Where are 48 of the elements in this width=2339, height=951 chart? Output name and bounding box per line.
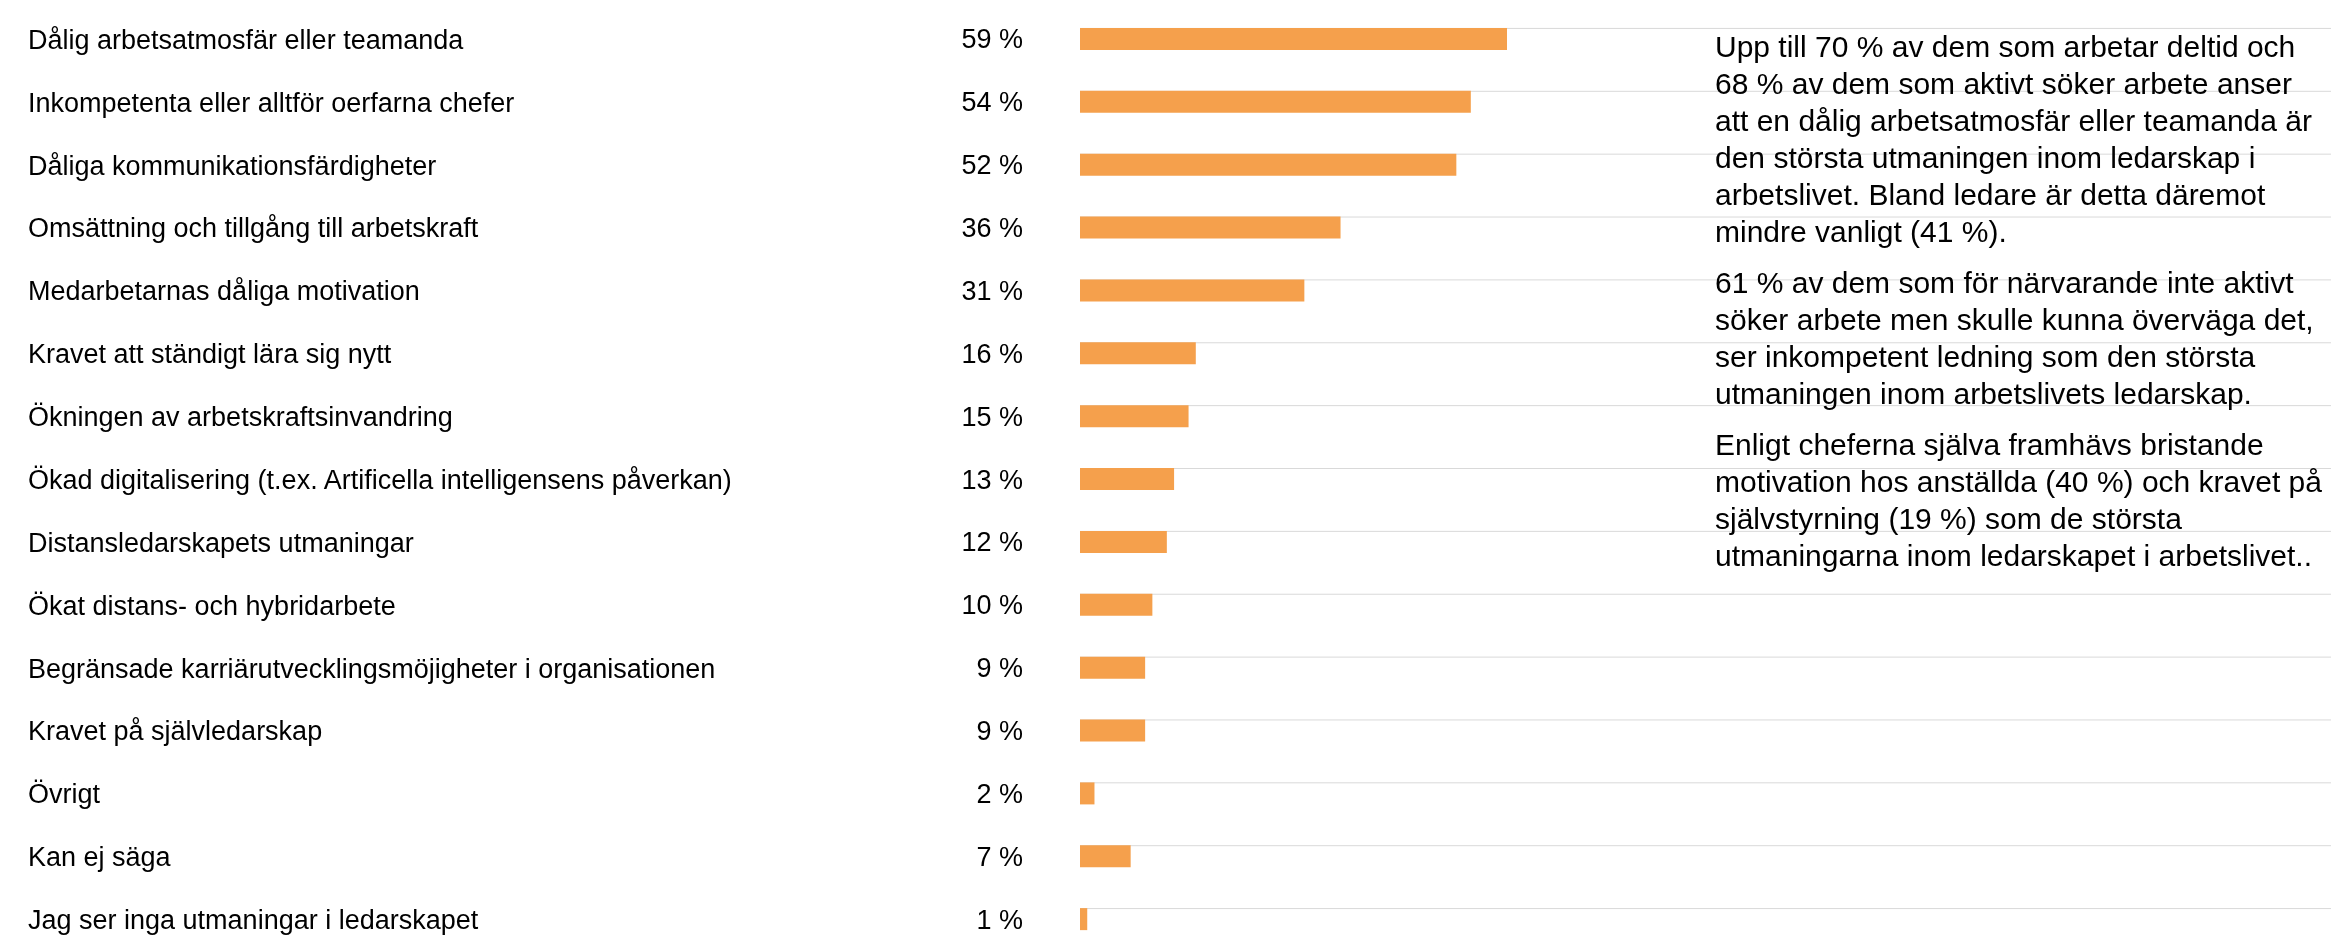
- data-label: 36 %: [961, 213, 1023, 244]
- y-tick-label: Kravet på självledarskap: [28, 716, 323, 747]
- y-tick-label: Begränsade karriärutvecklingsmöjigheter i organisationen: [28, 653, 716, 684]
- y-tick-label: Distansledarskapets utmaningar: [28, 527, 414, 558]
- bar: [1080, 845, 1131, 868]
- bar: [1080, 656, 1146, 679]
- text: Upp till 70 % av dem som arbetar deltid och 68 % av dem som aktivt söker arbete anser att en dålig arbetsatmosfär eller teamanda är den största utmaningen inom ledarskap i arbetslivet. Bland ledare är detta däremot mindre vanligt (41 %).: [1715, 29, 2313, 250]
- bar: [1080, 342, 1196, 365]
- text: Enligt cheferna själva framhävs bristande motivation hos anställda (40 %) och kravet på självstyrning (19 %) som de största utmaningarna inom ledarskapet i arbetslivet..: [1715, 427, 2323, 574]
- data-label: 12 %: [961, 527, 1023, 558]
- text: 61 % av dem som för närvarande inte aktivt söker arbete men skulle kunna överväga det, ser inkompetent ledning som den största utmaningen inom arbetslivets ledarskap.: [1715, 265, 2315, 412]
- y-tick-label: Dåliga kommunikationsfärdigheter: [28, 150, 437, 181]
- bar: [1080, 530, 1167, 553]
- bar: [1080, 28, 1507, 50]
- data-label: 15 %: [961, 401, 1023, 432]
- y-tick-label: Dålig arbetsatmosfär eller teamanda: [28, 24, 465, 55]
- y-tick-label: Jag ser inga utmaningar i ledarskapet: [28, 905, 479, 936]
- data-label: 31 %: [961, 275, 1023, 306]
- data-label: 10 %: [961, 590, 1023, 621]
- y-tick-label: Omsättning och tillgång till arbetskraft: [28, 213, 479, 244]
- y-tick-label: Kravet att ständigt lära sig nytt: [28, 339, 392, 370]
- bar: [1080, 153, 1457, 176]
- bar: [1080, 279, 1305, 302]
- y-tick-label: Ökningen av arbetskraftsinvandring: [28, 402, 453, 433]
- y-tick-label: Inkompetenta eller alltför oerfarna chefer: [28, 87, 515, 118]
- bar: [1080, 908, 1088, 931]
- data-label: 16 %: [961, 338, 1023, 369]
- data-label: 54 %: [961, 87, 1023, 118]
- data-label: 1 %: [976, 904, 1023, 935]
- bar: [1080, 90, 1471, 113]
- data-label: 59 %: [961, 24, 1023, 55]
- y-tick-label: Ökat distans- och hybridarbete: [28, 590, 396, 621]
- data-label: 9 %: [976, 653, 1023, 684]
- bar: [1080, 468, 1175, 491]
- bar: [1080, 405, 1189, 428]
- data-label: 9 %: [976, 715, 1023, 746]
- bar: [1080, 593, 1153, 616]
- bar: [1080, 782, 1095, 805]
- bar: [1080, 216, 1341, 239]
- y-tick-label: Medarbetarnas dåliga motivation: [28, 276, 420, 307]
- data-label: 2 %: [976, 778, 1023, 809]
- data-label: 52 %: [961, 150, 1023, 181]
- y-tick-label: Övrigt: [28, 779, 101, 810]
- bar: [1080, 719, 1146, 742]
- y-tick-label: Kan ej säga: [28, 842, 172, 873]
- data-label: 7 %: [976, 841, 1023, 872]
- y-tick-label: Ökad digitalisering (t.ex. Artificella intelligensens påverkan): [28, 464, 732, 495]
- data-label: 13 %: [961, 464, 1023, 495]
